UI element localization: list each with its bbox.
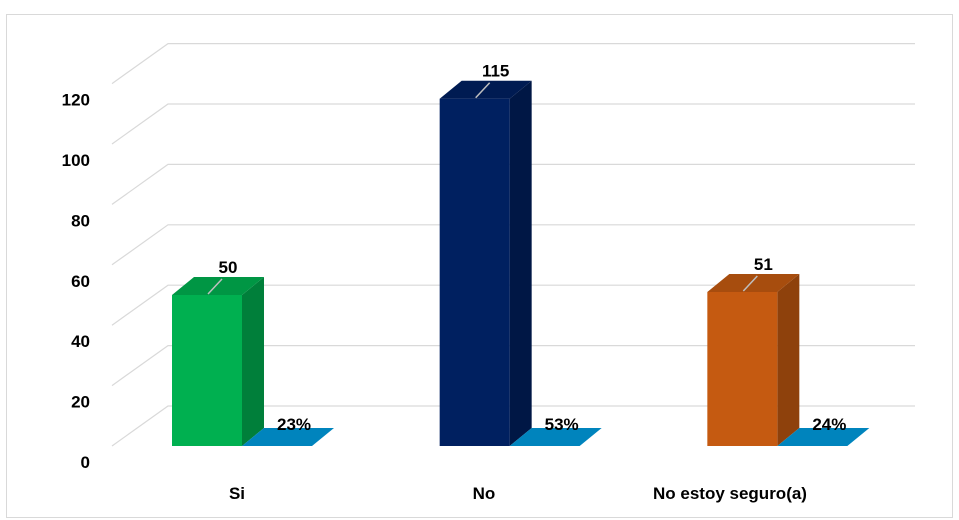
y-tick-label: 40 bbox=[71, 332, 90, 351]
percent-label: 53% bbox=[545, 415, 579, 434]
label-leader-line bbox=[207, 278, 223, 295]
gridline bbox=[111, 163, 915, 205]
bar bbox=[707, 291, 778, 446]
bar-layer bbox=[172, 80, 870, 446]
y-tick-label: 120 bbox=[62, 91, 90, 110]
label-leader-line bbox=[742, 275, 758, 292]
bar bbox=[172, 295, 242, 446]
percent-bar bbox=[509, 428, 602, 446]
bar-side-face bbox=[777, 273, 800, 446]
grid-layer bbox=[111, 42, 915, 447]
category-label: No bbox=[473, 484, 496, 503]
count-label: 51 bbox=[754, 255, 773, 274]
gridline bbox=[111, 224, 915, 266]
gridline bbox=[111, 284, 915, 326]
data-labels: 50 115 51 23% 53% 24% bbox=[219, 62, 847, 434]
bar-side-face bbox=[509, 80, 532, 446]
y-axis: 0 20 40 60 80 100 120 bbox=[62, 91, 90, 472]
label-leader-line bbox=[475, 82, 491, 99]
y-tick-label: 60 bbox=[71, 272, 90, 291]
y-tick-label: 0 bbox=[81, 453, 90, 472]
y-tick-label: 80 bbox=[71, 211, 90, 230]
y-tick-label: 20 bbox=[71, 393, 90, 412]
x-axis: Si No No estoy seguro(a) bbox=[229, 484, 807, 503]
count-label: 115 bbox=[482, 62, 509, 81]
bar-top-face bbox=[172, 277, 264, 295]
percent-bar bbox=[777, 428, 870, 446]
category-label: No estoy seguro(a) bbox=[653, 484, 807, 503]
bar-side-face bbox=[242, 277, 264, 446]
gridline bbox=[111, 345, 915, 387]
percent-bar bbox=[242, 428, 334, 446]
percent-label: 24% bbox=[812, 415, 846, 434]
bar-top-face bbox=[439, 80, 532, 99]
gridline bbox=[111, 42, 915, 85]
y-tick-label: 100 bbox=[62, 151, 90, 170]
gridline bbox=[111, 405, 915, 447]
count-label: 50 bbox=[219, 258, 238, 277]
gridline bbox=[111, 103, 915, 145]
percent-label: 23% bbox=[277, 415, 311, 434]
bar-top-face bbox=[707, 273, 800, 292]
category-label: Si bbox=[229, 484, 245, 503]
bar bbox=[439, 98, 510, 446]
